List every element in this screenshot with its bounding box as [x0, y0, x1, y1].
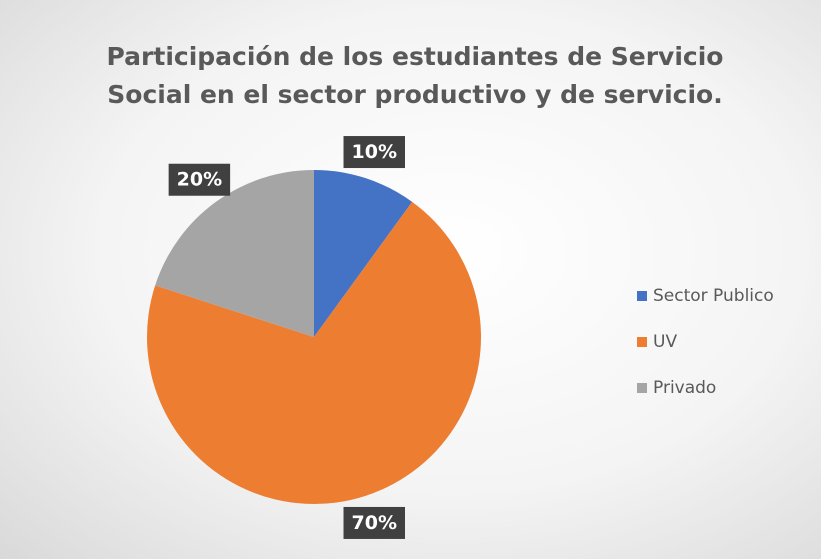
data-label-text: 20% — [177, 169, 222, 191]
legend-label: UV — [653, 332, 677, 352]
pie-slice — [147, 201, 481, 504]
legend-swatch — [637, 383, 647, 393]
pie-slice — [155, 170, 314, 337]
data-label: 10% — [343, 136, 406, 169]
data-label-box — [168, 163, 231, 196]
chart-title: Participación de los estudiantes de Serv… — [106, 42, 724, 109]
legend-swatch — [637, 291, 647, 301]
pie-slice — [314, 170, 413, 337]
data-label: 70% — [343, 506, 406, 539]
data-label-text: 10% — [352, 141, 397, 163]
legend-swatch — [637, 337, 647, 347]
data-label-text: 70% — [352, 512, 397, 534]
data-label-box — [343, 136, 406, 169]
data-label: 20% — [168, 163, 231, 196]
data-label-box — [343, 506, 406, 539]
legend-label: Sector Publico — [653, 286, 774, 306]
legend-label: Privado — [653, 378, 716, 398]
